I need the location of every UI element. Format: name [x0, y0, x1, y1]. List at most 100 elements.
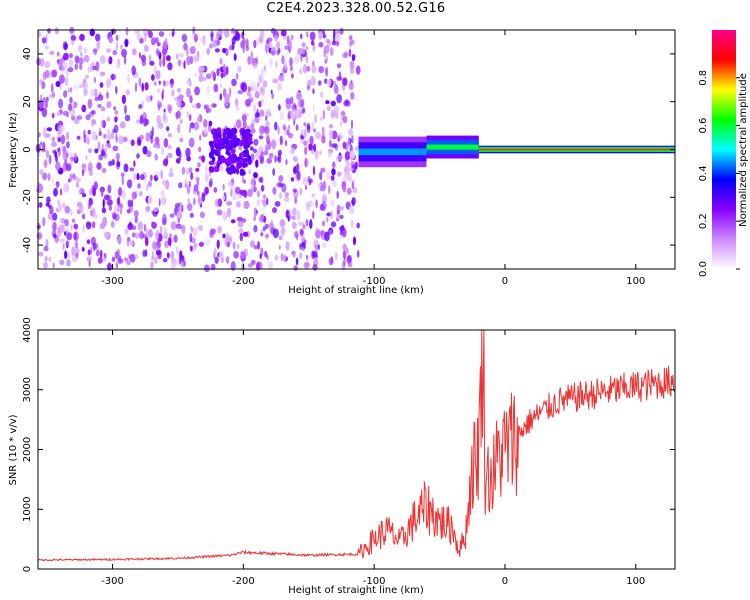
spectrogram-speckle: [328, 257, 334, 266]
spectrogram-speckle: [51, 112, 55, 119]
spectrogram-cell: [223, 128, 230, 134]
spectrogram-speckle: [189, 95, 193, 104]
spectrogram-speckle: [101, 119, 104, 128]
spectrogram-speckle: [90, 88, 95, 97]
spectrogram-speckle: [127, 237, 131, 242]
spectrogram-speckle: [38, 251, 44, 257]
spectrogram-speckle: [326, 105, 331, 112]
spectrogram-speckle: [350, 68, 354, 74]
spectrogram-speckle: [206, 48, 210, 56]
spectrogram-speckle: [284, 139, 288, 147]
spectrogram-speckle: [162, 80, 166, 87]
spectrogram-speckle: [300, 47, 306, 55]
spectrogram-speckle: [250, 50, 253, 60]
spectrogram-speckle: [166, 252, 170, 259]
spectrogram-speckle: [299, 243, 302, 250]
spectrogram-speckle: [188, 167, 193, 174]
spectrogram-speckle: [178, 150, 182, 161]
spectrogram-speckle: [318, 66, 325, 74]
spectrogram-speckle: [131, 191, 137, 200]
spectrogram-speckle: [178, 94, 185, 100]
spectrogram-cell: [210, 148, 216, 154]
spectrogram-speckle: [65, 150, 69, 159]
spectrogram-speckle: [224, 93, 230, 104]
spectrogram-speckle: [288, 125, 291, 130]
spectrogram-speckle: [91, 221, 96, 229]
spectrogram-speckle: [253, 86, 259, 92]
spectrogram-speckle: [84, 74, 90, 80]
spectrogram-speckle: [59, 259, 65, 266]
spectrogram-speckle: [61, 61, 68, 70]
spectrogram-speckle: [41, 37, 47, 44]
colorbar-tick-label: 0.4: [698, 165, 709, 181]
spectrogram-speckle: [327, 150, 332, 158]
spectrogram-speckle: [310, 76, 317, 86]
spectrogram-speckle: [264, 125, 270, 135]
spectrogram-speckle: [145, 95, 152, 103]
spectrogram-speckle: [351, 54, 356, 62]
spectrogram-speckle: [60, 217, 66, 224]
spectrogram-speckle: [39, 202, 43, 208]
spectrogram-speckle: [186, 156, 191, 162]
spectrogram-speckle: [176, 110, 181, 119]
spectrogram-speckle: [55, 80, 61, 88]
spectrogram-speckle: [324, 58, 328, 64]
spectrogram-speckle: [252, 103, 257, 114]
spectrogram-speckle: [319, 150, 322, 156]
x-tick-label: 0: [502, 576, 508, 587]
spectrogram-speckle: [339, 229, 344, 236]
spectrogram-speckle: [97, 257, 103, 264]
spectrogram-speckle: [139, 134, 144, 140]
spectrogram-speckle: [149, 60, 155, 66]
spectrogram-speckle: [121, 94, 126, 105]
spectrogram-speckle: [198, 224, 203, 231]
spectrogram-speckle: [280, 29, 287, 37]
spectrogram-speckle: [323, 50, 327, 58]
spectrogram-speckle: [166, 126, 170, 132]
y-tick-label: 3000: [22, 377, 33, 402]
spectrogram-cell: [222, 131, 227, 139]
spectrogram-speckle: [205, 73, 212, 80]
spectrogram-speckle: [222, 183, 225, 191]
spectrogram-speckle: [73, 152, 78, 161]
colorbar-tick-label: 0.6: [698, 118, 709, 134]
spectrogram-speckle: [65, 163, 72, 172]
spectrogram-speckle: [170, 250, 174, 260]
spectrogram-cell: [231, 128, 238, 135]
y-tick-label: -40: [22, 237, 33, 253]
colorbar-tick-label: 0.0: [698, 261, 709, 277]
spectrogram-speckle: [92, 61, 95, 67]
spectrogram-speckle: [38, 132, 41, 138]
spectrogram-speckle: [265, 145, 269, 154]
spectrogram-speckle: [268, 222, 274, 230]
spectrogram-speckle: [186, 55, 192, 66]
spectrogram-speckle: [354, 146, 360, 152]
spectrogram-speckle: [189, 212, 194, 218]
spectrogram-speckle: [79, 203, 84, 214]
spectrogram-speckle: [257, 82, 260, 88]
spectrogram-speckle: [330, 109, 336, 118]
spectrogram-speckle: [229, 181, 234, 191]
spectrogram-speckle: [313, 128, 316, 133]
spectrogram-speckle: [141, 59, 146, 67]
spectrogram-speckle: [193, 184, 199, 192]
y-tick-label: 40: [22, 48, 33, 61]
spectrogram-speckle: [253, 224, 258, 233]
snr-x-label: Height of straight line (km): [288, 585, 424, 596]
spectrogram-speckle: [216, 68, 220, 77]
spectrogram-speckle: [42, 216, 46, 227]
spectrogram-speckle: [320, 229, 325, 236]
spectrogram-speckle: [115, 133, 118, 143]
spectrogram-speckle: [241, 114, 247, 122]
spectrogram-speckle: [106, 128, 111, 134]
spectrogram-speckle: [95, 249, 100, 257]
spectrogram-speckle: [336, 204, 341, 213]
spectrogram-speckle: [247, 189, 253, 197]
spectrogram-speckle: [302, 108, 305, 114]
spectrogram-speckle: [88, 260, 91, 267]
spectrogram-speckle: [250, 178, 257, 187]
spectrogram-speckle: [66, 232, 73, 241]
spectrogram-speckle: [124, 38, 129, 48]
spectrogram-speckle: [171, 31, 175, 37]
spectrogram-speckle: [262, 80, 268, 88]
